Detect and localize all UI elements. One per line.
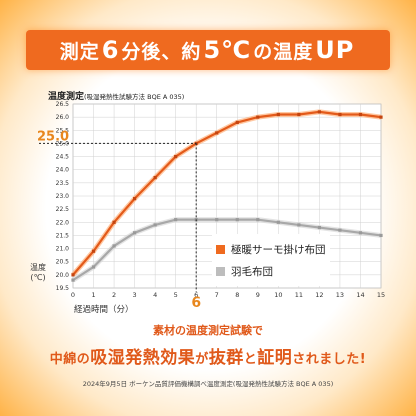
series-1-point (379, 115, 383, 119)
series-1-point (297, 112, 301, 117)
caption2-e: と (243, 352, 258, 367)
series-1-point (276, 112, 280, 117)
series-1-point (112, 220, 116, 224)
y-tick-label: 21.0 (56, 246, 70, 253)
series-1-point (338, 112, 342, 117)
x-tick-label: 5 (174, 291, 178, 299)
series-1-point (194, 141, 198, 146)
caption2-d: 抜群 (208, 348, 244, 368)
y-tick-label: 24.5 (56, 154, 70, 161)
series-2-point (379, 233, 383, 238)
series-1-line (72, 110, 382, 276)
headline-banner: 測定 6 分後、約 5℃ の温度 UP (26, 30, 390, 70)
legend-label-series1: 極暖サーモ掛け布団 (231, 243, 326, 256)
chart-title: 温度測定(吸湿発熱性試験方法 BQE A 035) (48, 89, 184, 102)
y-tick-label: 23.5 (56, 180, 70, 187)
series-1-point (215, 131, 219, 135)
caption2-b: 吸湿発熱効果 (90, 348, 196, 368)
y-tick-label: 20.0 (56, 272, 70, 279)
annotation-x-label: 6 (191, 295, 201, 311)
x-tick-label: 11 (295, 291, 303, 299)
annotation-y-label: 25.0 (37, 129, 69, 144)
banner-text-4: UP (315, 36, 355, 64)
series-2-point (133, 231, 137, 235)
y-tick-label: 20.5 (56, 259, 70, 266)
x-tick-label: 0 (71, 291, 75, 299)
y-tick-label: 21.5 (56, 232, 70, 239)
series-2-point (215, 218, 219, 222)
series-1-point (235, 120, 239, 124)
y-tick-label: 24.0 (56, 167, 70, 174)
x-tick-label: 1 (91, 291, 95, 299)
caption-line-1: 素材の温度測定試験で (153, 324, 263, 337)
y-tick-label: 26.0 (56, 114, 70, 121)
y-tick-label: 22.5 (56, 206, 70, 213)
series-2-point (71, 278, 75, 282)
series-2-point (112, 244, 116, 248)
series-2-point (91, 265, 96, 269)
x-tick-label: 8 (235, 291, 239, 299)
series-2-line (72, 218, 382, 282)
footnote: 2024年9月5日 ボーケン品質評価機構調べ温度測定(吸湿発熱性試験方法 BQE… (82, 380, 334, 388)
x-tick-label: 9 (256, 291, 260, 299)
series-1-point (71, 273, 75, 277)
legend-swatch-gray (216, 266, 225, 276)
x-tick-label: 2 (112, 291, 116, 299)
series-2-point (235, 218, 239, 222)
caption2-c: が (195, 352, 209, 367)
y-tick-label: 25.0 (56, 140, 70, 147)
x-tick-label: 3 (133, 291, 137, 299)
x-tick-label: 4 (153, 291, 157, 299)
x-tick-label: 6 (194, 291, 198, 299)
series-1-point (317, 110, 321, 114)
series-1-point (153, 176, 157, 180)
caption2-g: されました! (292, 352, 367, 367)
caption-line-2: 中綿の吸湿発熱効果が抜群と証明されました! (0, 343, 416, 368)
legend-item-series2: 羽毛布団 (216, 260, 326, 282)
caption2-f: 証明 (257, 348, 293, 368)
y-tick-label: 25.5 (56, 127, 70, 134)
y-tick-label: 26.5 (56, 101, 70, 108)
series-1-point (91, 249, 96, 253)
series-2-point (317, 225, 321, 230)
legend-item-series1: 極暖サーモ掛け布団 (216, 238, 326, 260)
series-2-point (297, 223, 301, 227)
x-tick-label: 15 (377, 291, 385, 299)
banner-num-2: 5℃ (203, 36, 252, 64)
y-tick-label: 22.0 (56, 219, 70, 226)
chart-subtitle: (吸湿発熱性試験方法 BQE A 035) (84, 93, 185, 101)
x-tick-label: 12 (315, 291, 323, 299)
x-tick-label: 14 (356, 291, 364, 299)
series-2-point (153, 223, 157, 227)
y-axis-label-line2: (℃) (30, 273, 46, 282)
banner-text-3: の温度 (253, 40, 314, 63)
series-2-point (358, 231, 363, 235)
series-2-point (276, 220, 280, 224)
legend-label-series2: 羽毛布団 (231, 265, 273, 278)
chart-title-main: 温度測定 (48, 92, 85, 102)
banner-num-1: 6 (101, 36, 120, 64)
y-axis-label-line1: 温度 (30, 263, 46, 272)
legend-swatch-orange (216, 244, 225, 254)
banner-text-2: 分後、約 (121, 40, 202, 63)
banner-text-1: 測定 (59, 40, 100, 63)
y-tick-label: 19.5 (56, 285, 70, 292)
series-2-point (338, 228, 342, 232)
series-1-point (174, 154, 178, 159)
y-tick-label: 23.0 (56, 193, 70, 200)
x-axis-label: 経過時間（分） (74, 305, 134, 315)
series-1-point (256, 115, 260, 119)
series-1-point (358, 112, 363, 117)
x-tick-label: 10 (274, 291, 282, 299)
series-1-point (133, 197, 137, 201)
y-axis-label: 温度 (℃) (30, 263, 46, 283)
caption2-a: 中綿の (49, 352, 91, 367)
chart-legend: 極暖サーモ掛け布団 羽毛布団 (212, 234, 330, 286)
series-2-point (174, 218, 178, 222)
series-2-point (256, 218, 260, 222)
x-tick-label: 13 (336, 291, 344, 299)
x-tick-label: 7 (215, 291, 219, 299)
